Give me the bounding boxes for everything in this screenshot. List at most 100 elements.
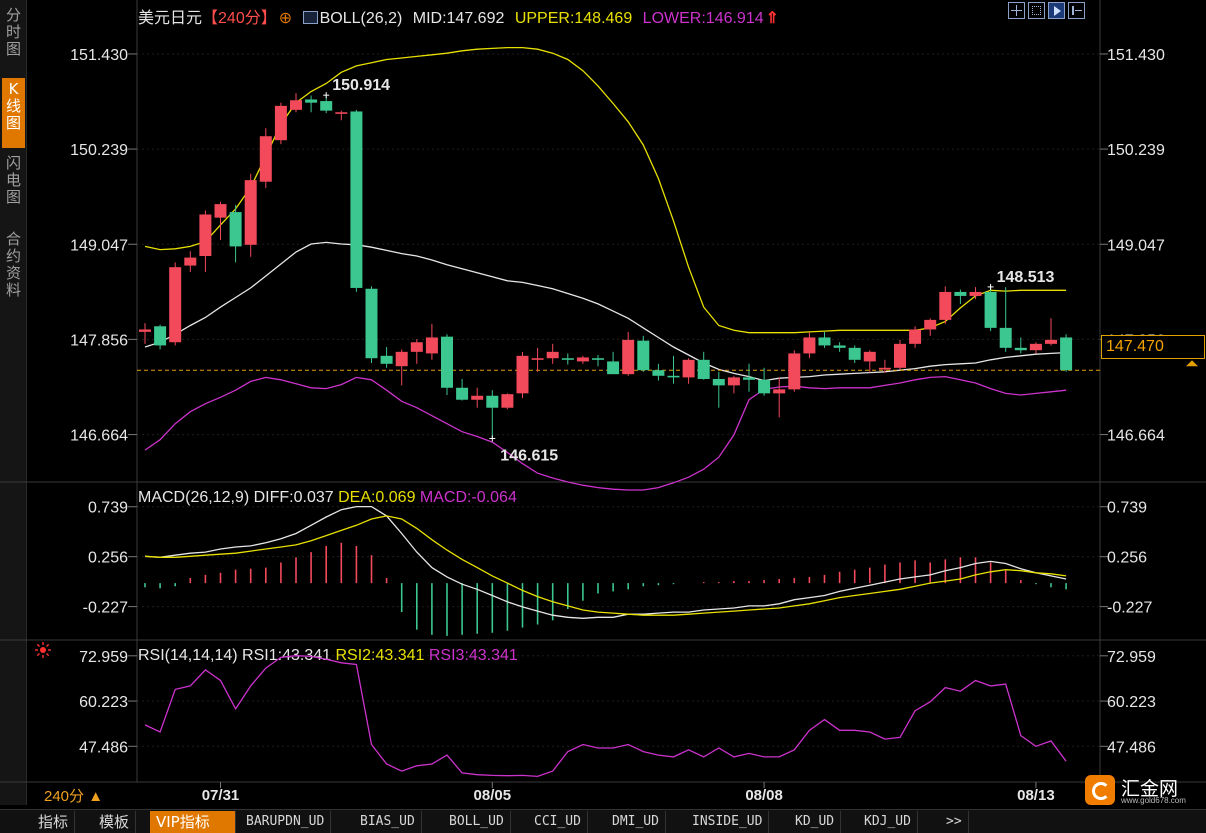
indicator-chart-icon[interactable] [302,11,318,24]
tab-boll-ud[interactable]: BOLL_UD [443,811,511,833]
candle-body [969,291,982,296]
candle-body [546,351,559,359]
candle-body [909,329,922,344]
tab-inside-ud[interactable]: INSIDE_UD [686,811,770,833]
candle-body [154,326,167,346]
chart-canvas[interactable]: 151.430 151.430 150.239 150.239 149.047 149.0… [0,0,1206,808]
candle-body [531,358,544,360]
candle-body [214,204,227,218]
boll-lower-value: LOWER:146.914 [642,10,764,27]
boll-upper-line [144,46,1067,334]
time-axis-label: 08/05 [474,787,512,804]
candle-body [199,214,212,256]
main-chart-header: 美元日元【240分】 ⊕ BOLL(26,2) MID:147.692 UPPER… [138,4,785,27]
left-sidebar: 分时图 K线图 闪电图 合约资料 [0,0,27,805]
candle-body [727,377,740,386]
candle-body [803,337,816,354]
sidebar-tab-timeshare[interactable]: 分时图 [5,6,21,58]
boll-label[interactable]: BOLL(26,2) [319,10,403,27]
price-axis-tick-label-left: 147.856 [70,332,128,349]
price-axis-tick-label-left: 150.239 [70,142,128,159]
macd-axis-tick-label-left: 0.256 [88,550,128,567]
price-axis-tick-label-left: 149.047 [70,237,128,254]
tab-vip-indicators[interactable]: VIP指标 [150,811,236,833]
tab-kdj-ud[interactable]: KDJ_UD [858,811,918,833]
candle-body [954,291,967,296]
tab-kd-ud[interactable]: KD_UD [789,811,842,833]
tab-more[interactable]: >> [940,811,969,833]
gold678-logo: 汇金网 www.gold678.com [1085,775,1195,805]
sidebar-tab-flash[interactable]: 闪电图 [5,154,21,206]
candle-body [471,395,484,400]
price-axis-tick-label-left: 146.664 [70,428,128,445]
candle-body [380,355,393,364]
crosshair-icon[interactable] [1008,2,1025,19]
play-icon[interactable] [1048,2,1065,19]
rsi-line [144,655,1067,778]
last-price-marker-icon [1186,360,1198,367]
candle-body [320,101,333,111]
macd-diff-value: DIFF:0.037 [249,489,334,506]
candle-body [244,180,257,245]
candle-body [561,358,574,360]
rsi-axis-tick-label-right: 72.959 [1107,649,1156,666]
candle-body [984,291,997,328]
boll-lower-line [144,375,1067,491]
candle-body [637,340,650,371]
period-selector[interactable]: 240分 ▲ [44,788,104,805]
macd-label: MACD(26,12,9) [138,489,249,506]
macd-axis-tick-label-left: 0.739 [88,500,128,517]
candle-body [259,136,272,182]
sun-ray [46,643,50,647]
macd-dea-line [144,515,1067,616]
candle-body [863,351,876,362]
rsi-header: RSI(14,14,14) RSI1:43.341 RSI2:43.341 RS… [138,647,518,664]
macd-axis-tick-label-left: -0.227 [83,600,128,617]
boll-mid-line [144,241,1067,382]
candle-body [290,100,302,110]
candle-body [516,355,529,394]
candle-body [894,343,906,368]
tab-templates[interactable]: 模板 [93,811,137,833]
sidebar-tab-kline[interactable]: K线图 [2,78,25,148]
candle-body [335,112,348,114]
candle-body [743,377,755,380]
fit-icon[interactable] [1068,2,1085,19]
time-axis-label: 07/31 [202,787,240,804]
macd-axis-tick-label-right: -0.227 [1107,600,1152,617]
symbol-label: 美元日元 [138,10,203,27]
rsi-axis-tick-label-left: 60.223 [79,694,128,711]
sun-core [40,647,46,653]
tab-cci-ud[interactable]: CCI_UD [528,811,588,833]
candle-body [924,319,937,330]
candle-body [818,337,831,346]
high-price-label: 148.513 [997,269,1055,286]
tab-dmi-ud[interactable]: DMI_UD [606,811,666,833]
candle-body [184,257,197,266]
candle-body [274,105,287,141]
candle-body [848,347,861,360]
sun-ray [46,653,50,657]
candle-body [592,358,604,360]
last-price-box: 147.470 [1101,335,1205,359]
period-tag[interactable]: 【240分】 [202,10,277,27]
sun-ray [36,643,40,647]
candle-body [682,359,695,378]
tab-indicators[interactable]: 指标 [32,811,76,833]
sidebar-tab-contract-info[interactable]: 合约资料 [5,230,21,299]
candle-body [652,370,665,376]
boll-mid-value: MID:147.692 [412,10,505,27]
candle-body [712,378,725,386]
tab-barupdn-ud[interactable]: BARUPDN_UD [240,811,332,833]
rsi2-value: RSI2:43.341 [331,647,425,664]
time-axis-label: 08/08 [745,787,783,804]
tab-bias-ud[interactable]: BIAS_UD [354,811,422,833]
macd-dea-value: DEA:0.069 [334,489,416,506]
candle-body [758,379,771,394]
candle-body [486,395,499,408]
rsi-axis-tick-label-right: 47.486 [1107,739,1156,756]
candle-body [1045,339,1057,344]
low-price-label: 146.615 [500,447,558,464]
grid-icon[interactable] [1028,2,1045,19]
add-indicator-icon[interactable]: ⊕ [278,10,293,27]
